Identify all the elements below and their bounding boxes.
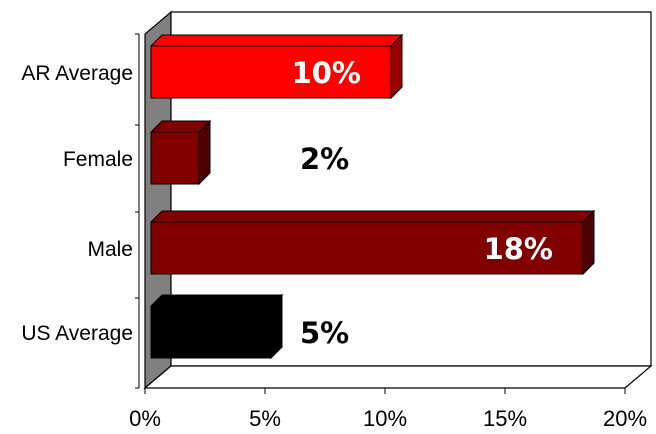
data-label: 10%	[292, 56, 361, 90]
bar-top-face	[149, 294, 284, 307]
bar-side-face	[390, 33, 403, 100]
bar-side-face	[582, 209, 595, 276]
x-tick-label: 5%	[249, 406, 281, 431]
bar-front-face	[150, 131, 200, 185]
x-tick-label: 0%	[129, 406, 161, 431]
category-label: Male	[87, 238, 133, 261]
x-tick-label: 10%	[363, 406, 407, 431]
labels: 0% 5% 10% 15% 20% AR Average 10% Female 2% Male 18…	[21, 56, 647, 431]
bar-front-face	[150, 305, 272, 359]
data-label: 5%	[300, 316, 349, 350]
x-tick-label: 20%	[603, 406, 647, 431]
bar-male	[149, 209, 596, 276]
x-tick-label: 15%	[483, 406, 527, 431]
bar-ar-average	[149, 33, 404, 100]
bar-top-face	[149, 210, 596, 223]
bars	[149, 33, 596, 360]
bar-top-face	[149, 34, 404, 47]
bar-front-face	[150, 221, 584, 275]
bar-side-face	[270, 293, 283, 360]
floor	[143, 365, 653, 389]
category-label: Female	[63, 148, 133, 171]
data-label: 18%	[484, 232, 553, 266]
category-label: AR Average	[21, 62, 133, 85]
bar-front-face	[150, 45, 392, 99]
bar-side-face	[198, 119, 211, 186]
category-label: US Average	[21, 322, 133, 345]
data-label: 2%	[300, 142, 349, 176]
bar-us-average	[149, 293, 284, 360]
bar-female	[149, 119, 212, 186]
